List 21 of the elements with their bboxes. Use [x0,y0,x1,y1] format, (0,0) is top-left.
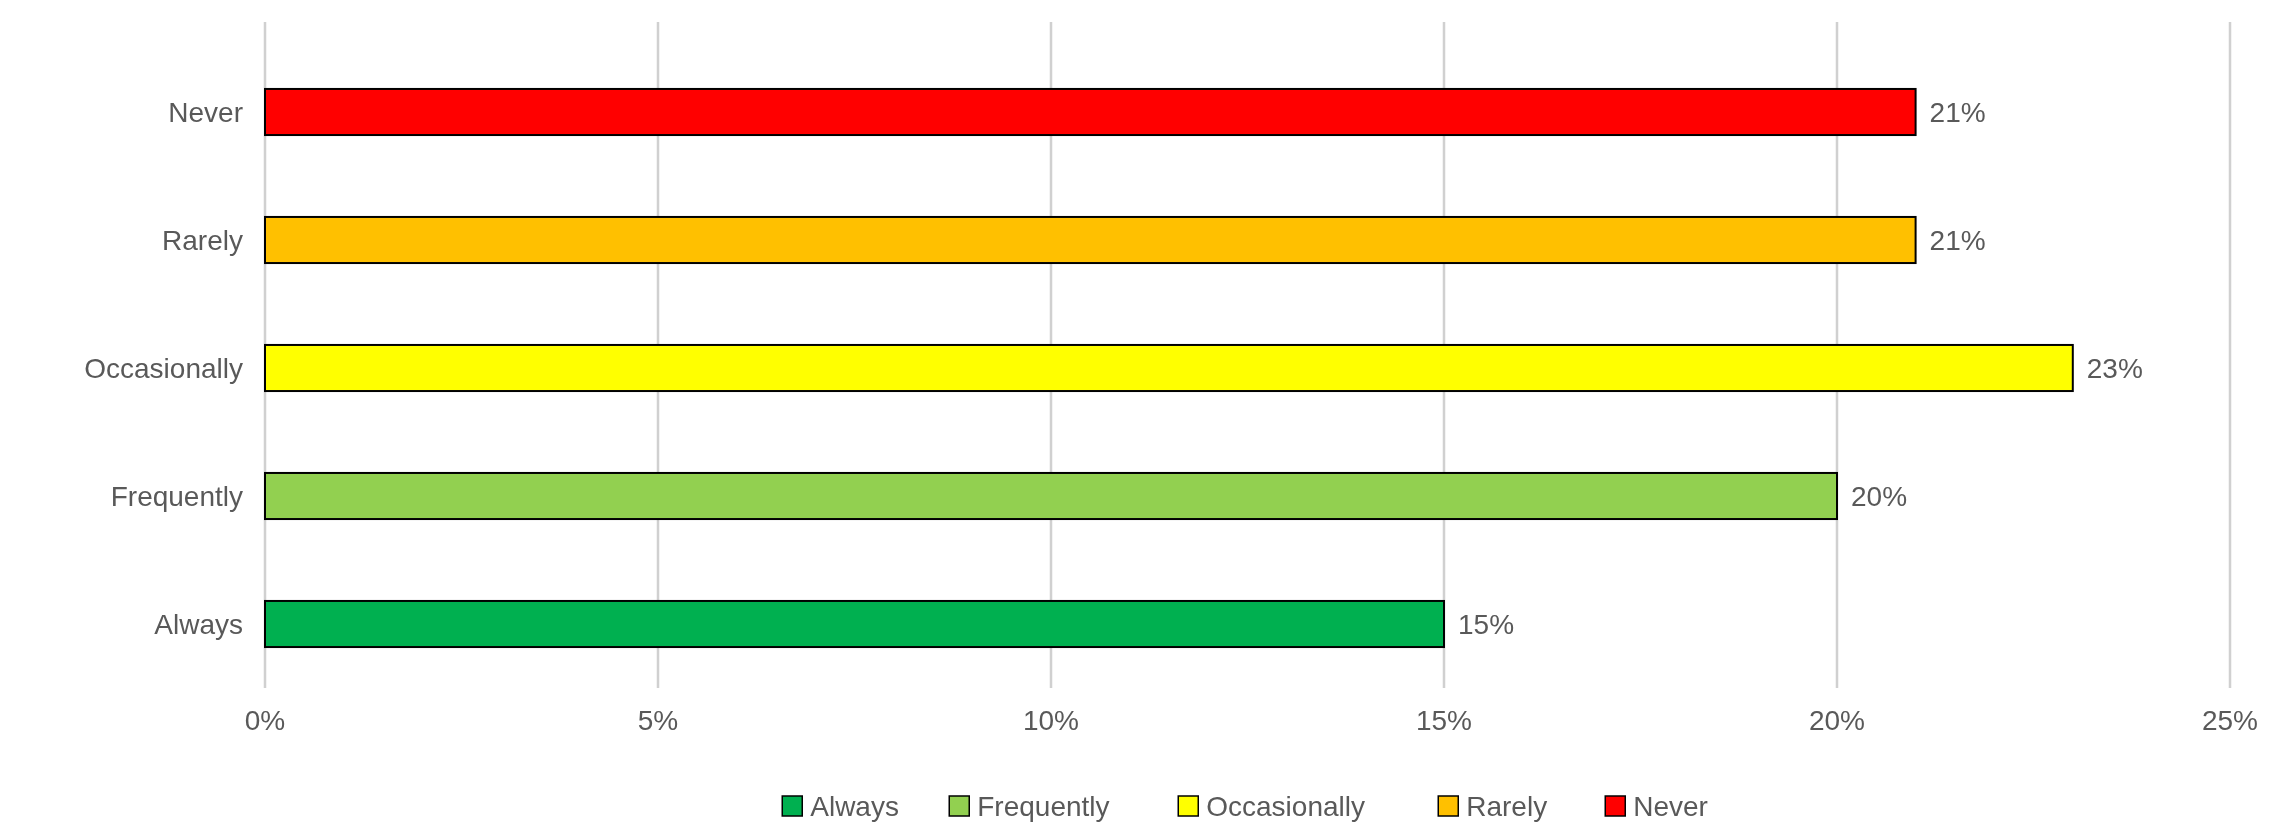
data-label: 21% [1929,96,1986,128]
y-tick-label: Always [154,608,243,640]
y-tick-label: Frequently [110,480,243,512]
x-tick-label: 5% [637,705,679,736]
y-tick-label: Rarely [162,224,243,256]
y-tick-label: Never [168,96,243,128]
data-label: 21% [1929,224,1986,256]
x-tick-label: 10% [1022,705,1080,736]
legend-label: Frequently [977,790,1110,822]
data-label: 15% [1458,608,1515,640]
legend-label: Always [810,790,899,822]
legend-label: Occasionally [1206,790,1365,822]
legend-label: Never [1633,790,1708,822]
legend-label: Rarely [1466,790,1548,822]
data-label: 20% [1851,480,1908,512]
x-tick-label: 20% [1808,705,1866,736]
x-tick-label: 0% [244,705,286,736]
data-label: 23% [2086,352,2143,384]
y-tick-label: Occasionally [84,352,243,384]
x-tick-label: 15% [1415,705,1473,736]
x-tick-label: 25% [2201,705,2259,736]
